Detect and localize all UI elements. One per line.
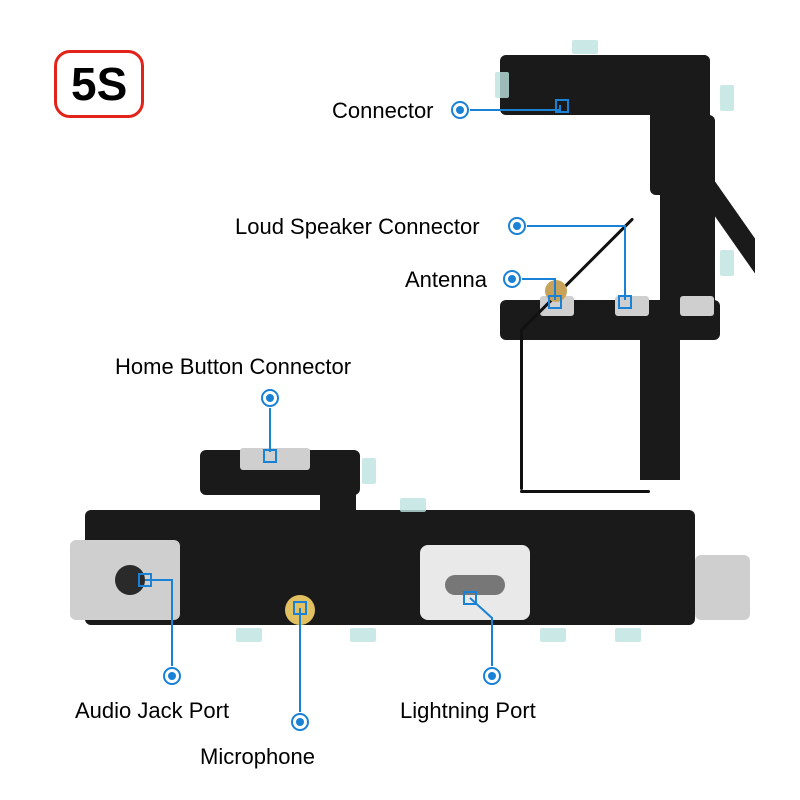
callout-label-connector: Connector [332,98,434,124]
callout-dot-microphone [291,713,309,731]
callout-label-audio-jack-port: Audio Jack Port [75,698,229,724]
callout-label-loud-speaker-connector: Loud Speaker Connector [235,214,480,240]
callout-label-microphone: Microphone [200,744,315,770]
callout-dot-audio-jack-port [163,667,181,685]
callout-dot-lightning-port [483,667,501,685]
callout-label-home-button-connector: Home Button Connector [115,354,351,380]
callout-label-lightning-port: Lightning Port [400,698,536,724]
callout-dot-home-button-connector [261,389,279,407]
callout-label-antenna: Antenna [405,267,487,293]
callout-dot-loud-speaker-connector [508,217,526,235]
callout-dot-antenna [503,270,521,288]
callout-dot-connector [451,101,469,119]
model-badge-text: 5S [71,57,127,111]
model-badge: 5S [54,50,144,118]
